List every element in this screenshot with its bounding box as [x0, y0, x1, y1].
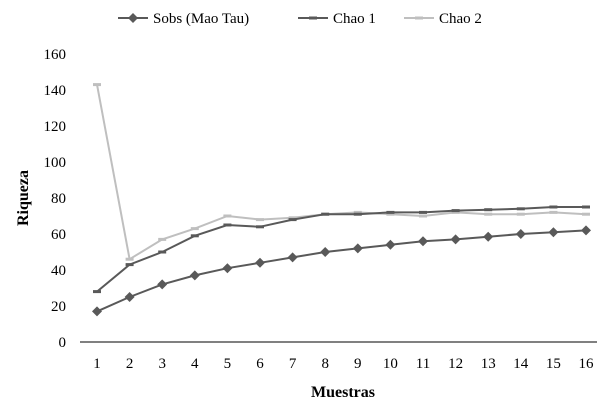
x-tick-label: 9 [354, 356, 362, 372]
x-tick-label: 5 [224, 356, 232, 372]
data-point [255, 257, 265, 268]
y-tick-label: 80 [51, 191, 66, 207]
x-tick-label: 4 [191, 356, 199, 372]
legend-label: Chao 1 [333, 11, 376, 27]
data-point [418, 236, 428, 247]
series-line [96, 206, 586, 293]
x-tick-label: 13 [481, 356, 496, 372]
x-tick-label: 14 [513, 356, 529, 372]
x-tick-label: 6 [256, 356, 264, 372]
data-point [548, 227, 559, 238]
legend: Sobs (Mao Tau) Chao 1 Chao 2 [118, 11, 482, 27]
x-tick-label: 16 [579, 356, 595, 372]
series-line [96, 84, 587, 261]
x-tick-label: 10 [383, 356, 398, 372]
y-tick-label: 140 [44, 83, 67, 99]
y-tick-label: 40 [51, 263, 66, 279]
x-tick-label: 8 [321, 356, 329, 372]
series-chao-2 [93, 83, 590, 261]
x-tick-label: 15 [546, 356, 561, 372]
legend-item: Sobs (Mao Tau) [118, 11, 249, 27]
data-point [450, 234, 461, 245]
x-tick-label: 11 [416, 356, 430, 372]
x-tick-label: 12 [448, 356, 463, 372]
y-axis-ticks: 0 20 40 60 80 100 120 140 160 [44, 47, 67, 351]
data-point [222, 263, 233, 274]
data-point [92, 306, 102, 317]
data-point [287, 252, 298, 263]
data-point [385, 239, 396, 250]
x-tick-label: 3 [158, 356, 166, 372]
x-tick-label: 7 [289, 356, 297, 372]
series-line [96, 229, 587, 313]
data-point [581, 225, 591, 236]
series-sobs-mao-tau [92, 225, 591, 317]
series-chao-1 [93, 205, 590, 294]
legend-label: Sobs (Mao Tau) [153, 11, 249, 27]
data-point [189, 270, 200, 281]
data-point [320, 247, 331, 257]
legend-label: Chao 2 [439, 11, 482, 27]
y-tick-label: 60 [51, 227, 66, 243]
y-tick-label: 0 [59, 335, 67, 351]
y-tick-label: 160 [44, 47, 67, 63]
y-tick-label: 120 [44, 119, 67, 135]
data-point [483, 231, 494, 242]
y-tick-label: 20 [51, 299, 66, 315]
data-point [157, 279, 168, 290]
y-axis-title: Riqueza [15, 170, 32, 226]
series-layer [92, 83, 591, 317]
data-point [352, 243, 363, 254]
legend-item: Chao 2 [404, 11, 482, 27]
x-axis-ticks: 1 2 3 4 5 6 7 8 9 10 11 12 13 14 15 16 [93, 356, 594, 372]
legend-marker [128, 13, 138, 23]
x-tick-label: 2 [126, 356, 134, 372]
y-tick-label: 100 [44, 155, 67, 171]
x-axis-title: Muestras [311, 384, 375, 401]
data-point [515, 229, 526, 239]
legend-item: Chao 1 [298, 11, 376, 27]
x-tick-label: 1 [93, 356, 101, 372]
data-point [124, 292, 135, 302]
